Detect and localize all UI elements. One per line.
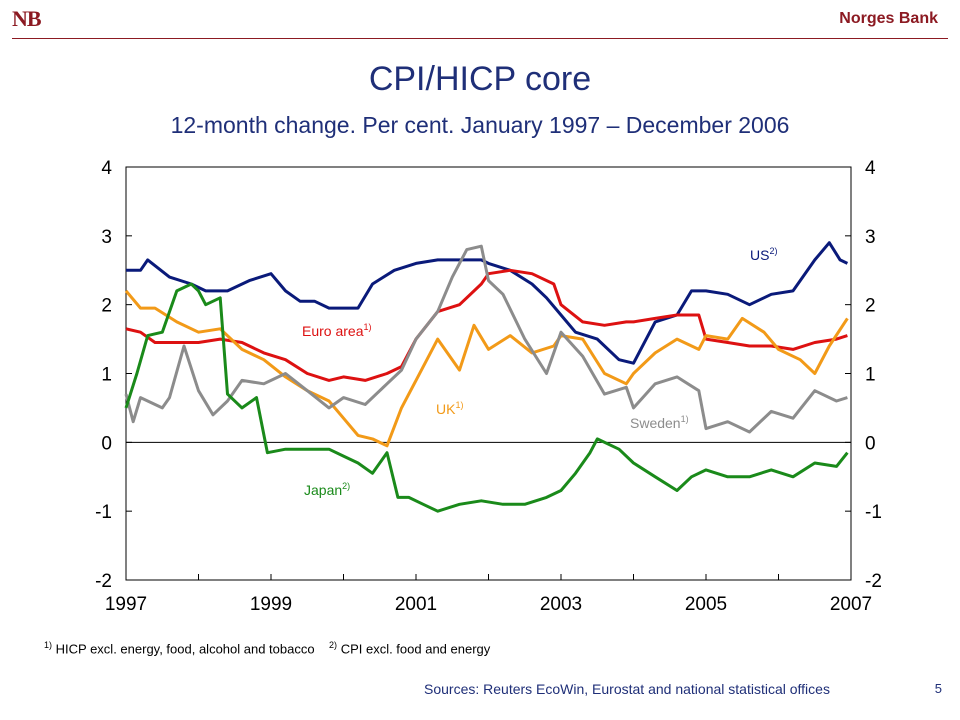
y-tick-label-right: 1 (865, 365, 876, 386)
y-tick-label-left: 3 (101, 227, 112, 248)
x-tick-label: 2007 (830, 594, 872, 615)
plot-frame (125, 166, 852, 581)
series-line-japan (124, 282, 849, 513)
brand-name: Norges Bank (839, 10, 938, 27)
series-label-sweden: Sweden1) (630, 414, 689, 431)
footnote-2-marker: 2) (329, 640, 338, 650)
y-tick-label-right: 2 (865, 296, 876, 317)
y-tick-label-right: 4 (865, 158, 876, 179)
y-tick-label-left: -2 (95, 571, 112, 592)
y-tick-label-right: -2 (865, 571, 882, 592)
y-tick-label-left: -1 (95, 502, 112, 523)
page-title: CPI/HICP core (368, 60, 592, 98)
x-tick-label: 1997 (105, 594, 147, 615)
series-line-sweden (124, 244, 848, 434)
series-label-euro-area: Euro area1) (302, 322, 372, 339)
footnotes: 1) HICP excl. energy, food, alcohol and … (44, 640, 490, 656)
x-tick-label: 2003 (540, 594, 582, 615)
footnote-2-text: CPI excl. food and energy (340, 641, 491, 657)
x-tick-label: 2005 (685, 594, 727, 615)
series-label-us: US2) (750, 246, 777, 263)
norges-bank-logo: NB (12, 6, 42, 31)
y-tick-label-right: 3 (865, 227, 876, 248)
page-subtitle: 12-month change. Per cent. January 1997 … (170, 112, 790, 138)
y-tick-label-left: 1 (101, 365, 112, 386)
series-label-uk: UK1) (436, 400, 463, 417)
series-label-japan: Japan2) (304, 481, 350, 498)
y-tick-label-left: 0 (101, 433, 112, 454)
page-number: 5 (934, 681, 942, 696)
sources-note: Sources: Reuters EcoWin, Eurostat and na… (424, 681, 830, 697)
header-divider (12, 38, 948, 39)
y-tick-label-right: 0 (865, 433, 876, 454)
x-tick-label: 1999 (250, 594, 292, 615)
footnote-1-text: HICP excl. energy, food, alcohol and tob… (55, 641, 315, 657)
series-line-uk (124, 289, 849, 448)
y-tick-label-left: 4 (101, 158, 112, 179)
y-tick-label-right: -1 (865, 502, 882, 523)
x-tick-label: 2001 (395, 594, 437, 615)
footnote-1-marker: 1) (44, 640, 53, 650)
y-tick-label-left: 2 (101, 296, 112, 317)
